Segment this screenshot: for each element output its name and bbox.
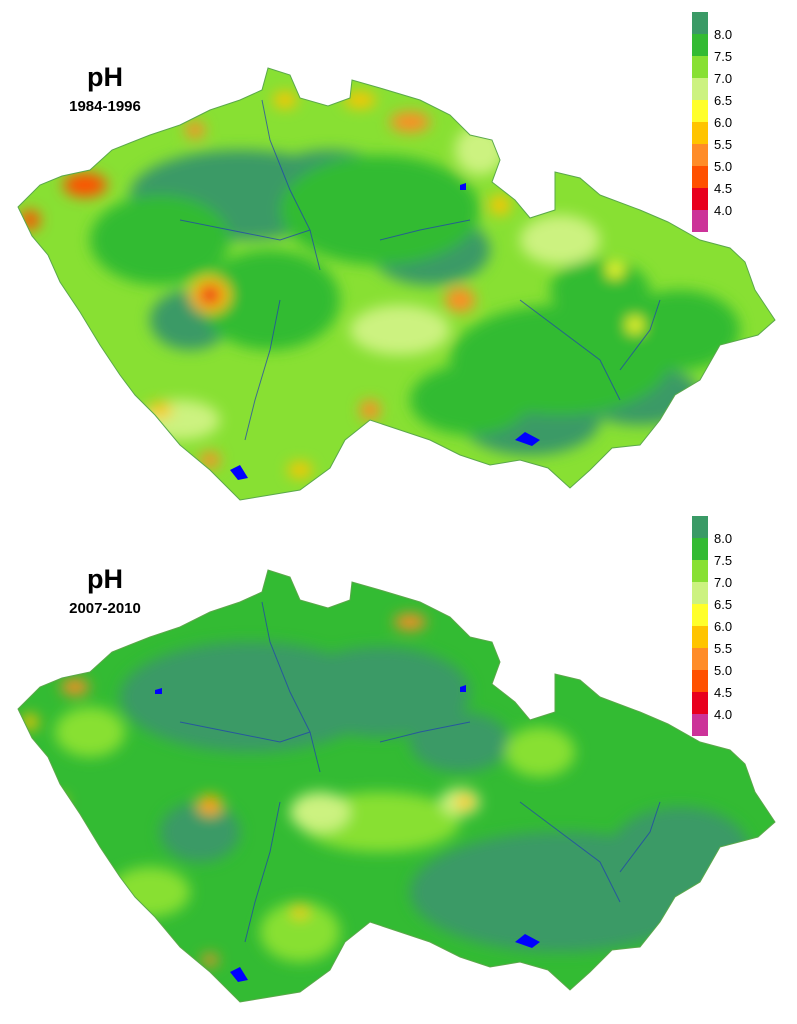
legend-swatch — [692, 516, 708, 538]
legend-label: 7.0 — [714, 575, 733, 590]
map-panel-1984-1996: pH 1984-1996 8.0 7.5 7.0 6.5 6.0 5.5 5.0… — [17, 12, 776, 501]
legend-label: 8.0 — [714, 531, 733, 546]
legend-swatch — [692, 166, 708, 188]
map-title: pH 1984-1996 — [60, 62, 150, 118]
legend-label: 4.0 — [714, 203, 733, 218]
legend-label: 6.5 — [714, 93, 733, 108]
legend-swatch — [692, 604, 708, 626]
legend-label: 7.5 — [714, 553, 733, 568]
legend-swatch — [692, 188, 708, 210]
legend-label: 6.0 — [714, 619, 733, 634]
legend-swatch — [692, 100, 708, 122]
legend-label: 5.5 — [714, 641, 733, 656]
legend-label: 4.5 — [714, 685, 733, 700]
legend-label: 4.0 — [714, 707, 733, 722]
map-title: pH 2007-2010 — [60, 564, 150, 620]
legend-label: 8.0 — [714, 27, 733, 42]
legend-swatch — [692, 144, 708, 166]
legend-label: 5.0 — [714, 663, 733, 678]
legend-swatch — [692, 34, 708, 56]
legend-label: 5.5 — [714, 137, 733, 152]
legend-swatch — [692, 56, 708, 78]
legend-label: 6.0 — [714, 115, 733, 130]
legend-swatch — [692, 122, 708, 144]
title-ph: pH — [87, 564, 123, 594]
legend-swatch — [692, 78, 708, 100]
legend-swatch — [692, 626, 708, 648]
legend-swatch — [692, 692, 708, 714]
legend-label: 7.0 — [714, 71, 733, 86]
legend-swatch — [692, 12, 708, 34]
legend-swatch — [692, 560, 708, 582]
legend-swatch — [692, 582, 708, 604]
czech-ph-map-2007-2010 — [17, 569, 776, 1003]
legend-label: 6.5 — [714, 597, 733, 612]
legend-label: 5.0 — [714, 159, 733, 174]
legend-swatch — [692, 714, 708, 736]
title-period: 1984-1996 — [69, 98, 141, 115]
legend-swatch — [692, 538, 708, 560]
legend-swatch — [692, 670, 708, 692]
legend-label: 7.5 — [714, 49, 733, 64]
legend-swatch — [692, 210, 708, 232]
legend-label: 4.5 — [714, 181, 733, 196]
title-ph: pH — [87, 62, 123, 92]
legend-swatch — [692, 648, 708, 670]
map-panel-2007-2010: pH 2007-2010 8.0 7.5 7.0 6.5 6.0 5.5 5.0… — [0, 512, 797, 1024]
title-period: 2007-2010 — [69, 600, 141, 617]
czech-ph-map-1984-1996 — [17, 67, 776, 501]
